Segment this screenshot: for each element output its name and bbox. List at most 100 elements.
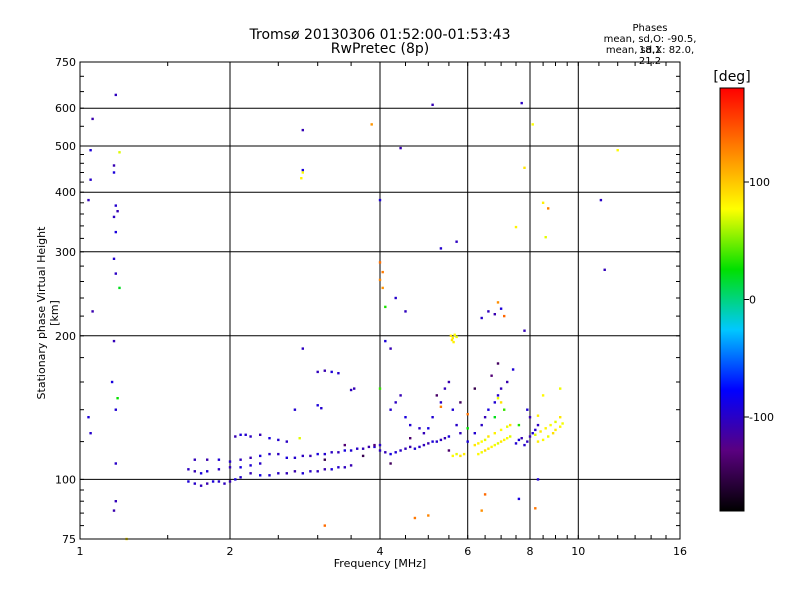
- data-point: [499, 440, 503, 443]
- data-point: [118, 286, 121, 290]
- data-point: [394, 296, 397, 300]
- data-point: [228, 480, 232, 483]
- data-point: [223, 482, 226, 485]
- data-point: [199, 472, 203, 475]
- data-point: [541, 201, 545, 204]
- data-point: [301, 128, 304, 132]
- data-point: [599, 198, 603, 202]
- data-point: [316, 470, 319, 473]
- data-point: [217, 480, 221, 483]
- data-point: [496, 362, 500, 365]
- y-axis-label: Stationary phase Virtual Height [km]: [35, 226, 61, 400]
- data-point: [259, 433, 262, 436]
- data-point: [373, 443, 376, 447]
- data-point: [499, 401, 503, 404]
- data-point: [554, 428, 557, 432]
- data-point: [447, 380, 451, 384]
- data-point: [483, 449, 487, 452]
- data-point: [453, 333, 456, 336]
- data-point: [544, 427, 547, 430]
- data-point: [455, 423, 458, 427]
- data-point: [394, 401, 397, 404]
- data-point: [409, 437, 412, 440]
- data-point: [483, 493, 487, 496]
- data-point: [449, 334, 453, 337]
- data-point: [603, 268, 606, 271]
- data-point: [506, 425, 509, 428]
- data-point: [301, 171, 304, 174]
- data-point: [528, 435, 532, 438]
- data-point: [499, 307, 503, 310]
- data-point: [473, 387, 476, 390]
- x-tick-label: 1: [77, 545, 84, 558]
- data-point: [211, 480, 215, 483]
- data-point: [399, 449, 402, 452]
- data-point: [503, 438, 506, 442]
- data-point: [493, 401, 496, 404]
- data-point: [554, 420, 557, 424]
- data-point: [534, 433, 537, 436]
- data-point: [234, 478, 237, 481]
- data-point: [435, 440, 438, 443]
- data-point: [361, 447, 365, 450]
- data-point: [187, 468, 190, 471]
- y-tick-label: 400: [55, 186, 76, 199]
- data-point: [394, 451, 397, 454]
- data-point: [526, 408, 529, 411]
- data-point: [239, 466, 242, 469]
- data-point: [435, 394, 438, 397]
- data-point: [517, 497, 521, 501]
- data-point: [361, 454, 365, 458]
- data-point: [89, 432, 92, 435]
- data-point: [110, 380, 114, 384]
- data-point: [116, 397, 119, 400]
- data-point: [217, 468, 221, 471]
- data-point: [112, 171, 116, 174]
- data-point: [559, 425, 562, 428]
- data-point: [493, 443, 496, 447]
- data-point: [300, 177, 303, 180]
- data-point: [514, 225, 518, 229]
- data-point: [285, 456, 288, 459]
- data-point: [509, 423, 512, 427]
- data-point: [431, 103, 434, 106]
- data-point: [462, 452, 466, 456]
- data-point: [293, 456, 297, 459]
- data-point: [443, 387, 447, 390]
- data-point: [378, 443, 382, 447]
- data-point: [455, 335, 458, 339]
- data-point: [285, 440, 288, 443]
- y-axis-ticks: 75 100 200 300 400 500 600 750: [55, 56, 680, 546]
- data-point: [337, 466, 340, 469]
- data-point: [384, 305, 387, 309]
- data-point: [378, 449, 382, 452]
- data-point: [496, 397, 500, 400]
- data-point: [370, 123, 373, 126]
- data-point: [381, 270, 384, 274]
- data-point: [87, 416, 90, 419]
- data-point: [277, 452, 280, 456]
- data-point: [199, 484, 203, 487]
- data-point: [480, 451, 483, 454]
- data-point: [239, 476, 242, 479]
- data-point: [559, 416, 562, 419]
- data-point: [234, 435, 237, 438]
- data-point: [301, 168, 304, 172]
- data-point: [114, 500, 117, 503]
- data-point: [536, 423, 540, 427]
- data-point: [409, 445, 412, 449]
- data-point: [114, 408, 117, 411]
- data-point: [431, 416, 434, 419]
- data-point: [217, 458, 221, 461]
- data-point: [477, 442, 480, 445]
- data-point: [268, 437, 271, 440]
- data-point: [427, 514, 430, 517]
- data-point: [381, 286, 384, 290]
- data-point: [451, 454, 454, 458]
- data-point: [427, 427, 430, 430]
- data-point: [323, 369, 326, 372]
- data-point: [259, 474, 262, 477]
- x-tick-label: 8: [527, 545, 534, 558]
- data-point: [459, 432, 462, 435]
- data-point: [439, 438, 443, 442]
